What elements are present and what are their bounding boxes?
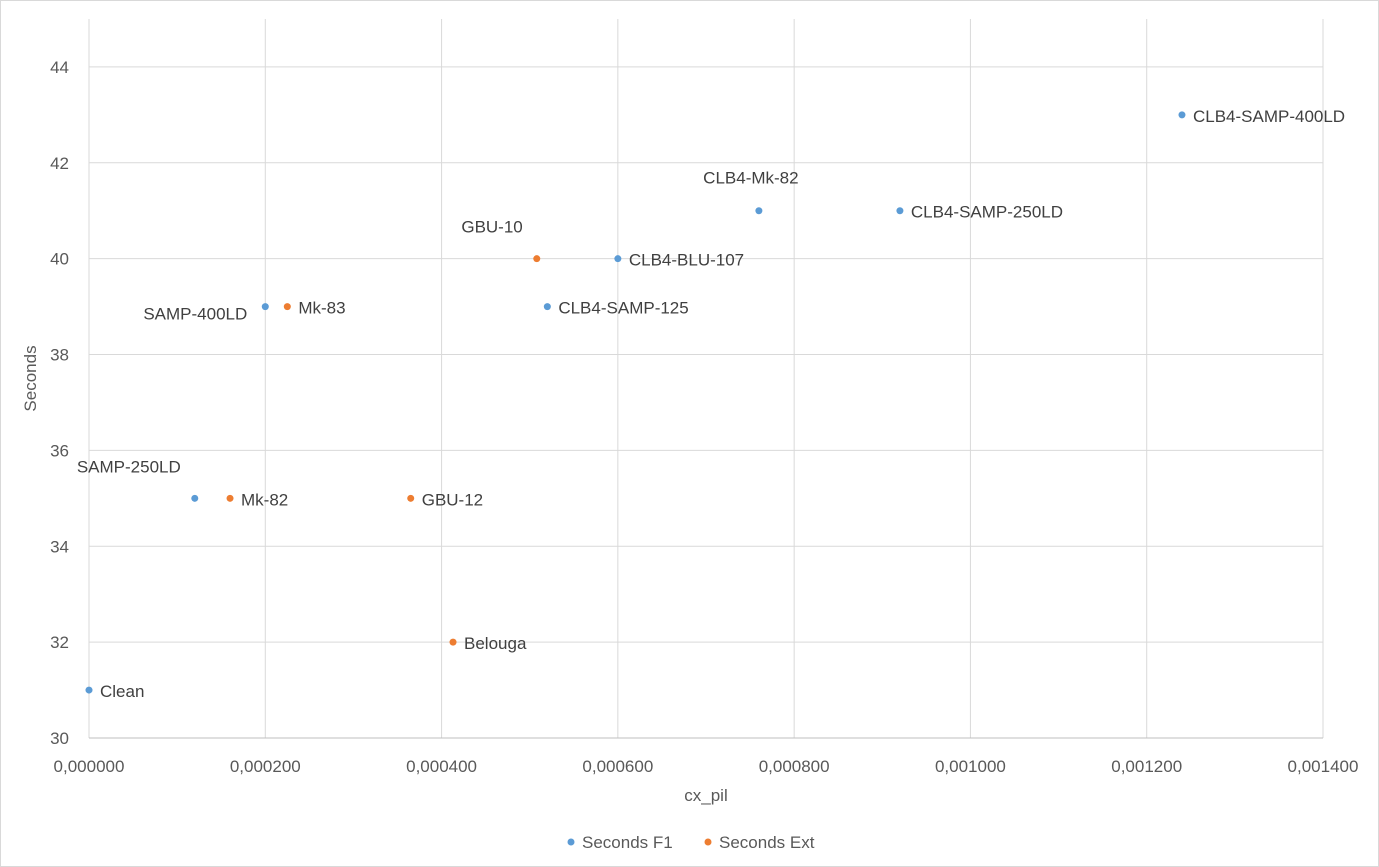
x-tick-label: 0,000000 bbox=[54, 757, 125, 776]
tick-labels: 30 32 34 36 38 40 42 44 0,000000 0,000200 0,000400… bbox=[50, 58, 1358, 776]
grid-lines bbox=[88, 19, 1324, 739]
scatter-point bbox=[755, 207, 763, 215]
x-tick-label: 0,000600 bbox=[582, 757, 653, 776]
point-label: GBU-12 bbox=[422, 490, 483, 509]
point-labels: Clean SAMP-250LD SAMP-400LD CLB4-SAMP-125 CL… bbox=[77, 107, 1345, 701]
x-tick-label: 0,001400 bbox=[1288, 757, 1359, 776]
scatter-point bbox=[85, 686, 93, 694]
point-label: CLB4-BLU-107 bbox=[629, 251, 744, 270]
y-tick-label: 40 bbox=[50, 250, 69, 269]
scatter-point bbox=[533, 255, 541, 263]
y-tick-label: 42 bbox=[50, 154, 69, 173]
point-label: SAMP-250LD bbox=[77, 457, 181, 476]
x-tick-label: 0,000200 bbox=[230, 757, 301, 776]
point-label: CLB4-SAMP-250LD bbox=[911, 203, 1063, 222]
x-tick-label: 0,000800 bbox=[759, 757, 830, 776]
y-tick-label: 34 bbox=[50, 537, 69, 556]
point-label: Mk-82 bbox=[241, 490, 288, 509]
scatter-point bbox=[1178, 111, 1186, 119]
scatter-point bbox=[261, 303, 269, 311]
point-label: Belouga bbox=[464, 634, 527, 653]
x-tick-label: 0,000400 bbox=[406, 757, 477, 776]
legend-marker bbox=[704, 838, 712, 846]
scatter-point bbox=[543, 303, 551, 311]
y-tick-label: 36 bbox=[50, 441, 69, 460]
x-axis-title: cx_pil bbox=[684, 786, 727, 805]
scatter-point bbox=[407, 494, 415, 502]
legend-entry: Seconds Ext bbox=[719, 833, 815, 852]
scatter-point bbox=[191, 494, 199, 502]
legend: Seconds F1 Seconds Ext bbox=[567, 833, 815, 852]
y-tick-label: 32 bbox=[50, 633, 69, 652]
point-label: CLB4-Mk-82 bbox=[703, 169, 798, 188]
point-label: Clean bbox=[100, 682, 144, 701]
point-label: GBU-10 bbox=[461, 218, 522, 237]
scatter-point bbox=[896, 207, 904, 215]
data-points bbox=[85, 111, 1186, 694]
x-tick-label: 0,001000 bbox=[935, 757, 1006, 776]
y-tick-label: 30 bbox=[50, 729, 69, 748]
y-tick-label: 38 bbox=[50, 346, 69, 365]
y-axis-title: Seconds bbox=[21, 345, 40, 411]
scatter-point bbox=[283, 303, 291, 311]
scatter-point bbox=[226, 494, 234, 502]
legend-marker bbox=[567, 838, 575, 846]
point-label: CLB4-SAMP-400LD bbox=[1193, 107, 1345, 126]
x-tick-label: 0,001200 bbox=[1111, 757, 1182, 776]
y-tick-label: 44 bbox=[50, 58, 69, 77]
point-label: SAMP-400LD bbox=[143, 305, 247, 324]
point-label: Mk-83 bbox=[298, 299, 345, 318]
point-label: CLB4-SAMP-125 bbox=[558, 299, 688, 318]
scatter-point bbox=[449, 638, 457, 646]
legend-entry: Seconds F1 bbox=[582, 833, 673, 852]
scatter-point bbox=[614, 255, 622, 263]
